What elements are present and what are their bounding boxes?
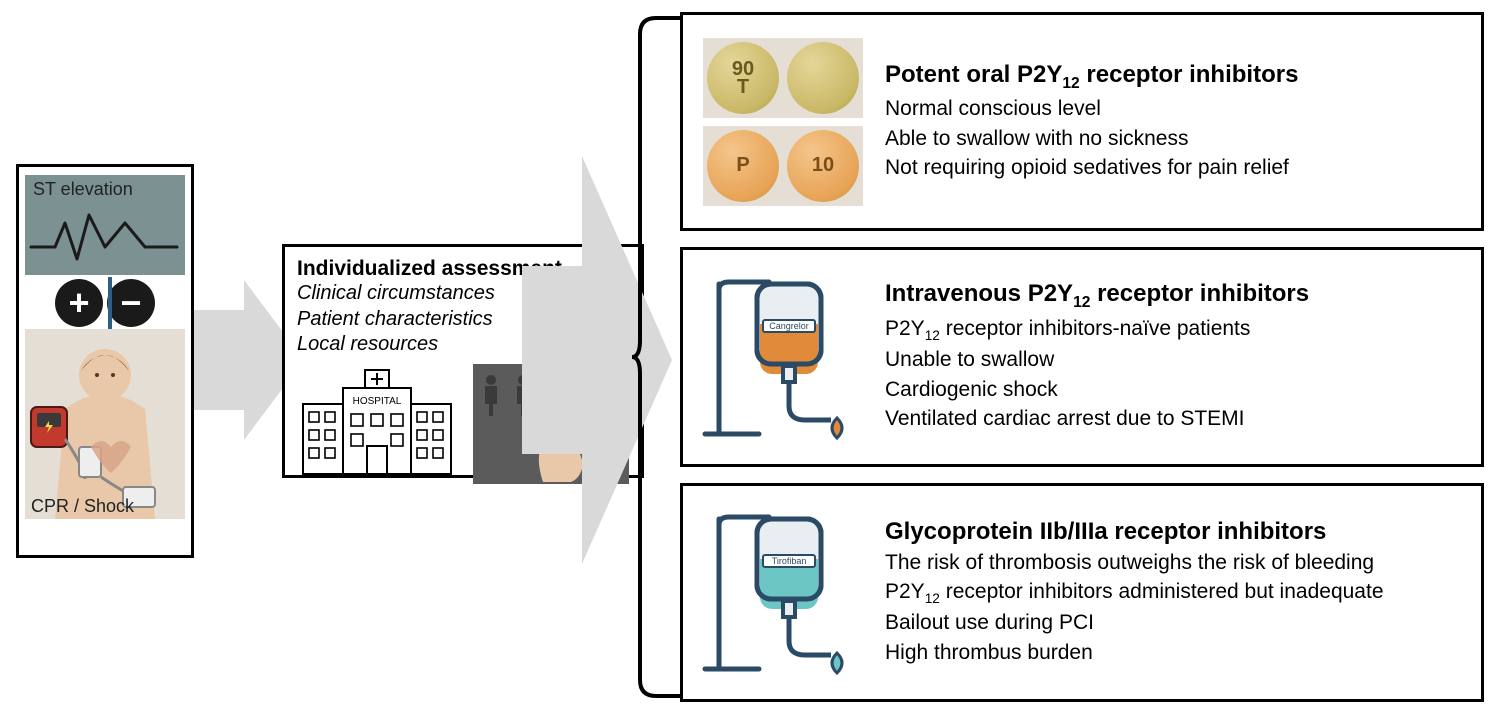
- option-iv-line-2: Cardiogenic shock: [885, 375, 1465, 404]
- pill-10: 10: [787, 130, 859, 202]
- ecg-panel: ST elevation: [25, 175, 185, 275]
- plus-icon: +: [55, 279, 103, 327]
- hospital-icon: HOSPITAL: [297, 364, 457, 484]
- hospital-label: HOSPITAL: [353, 396, 402, 407]
- stage2-line-0: Clinical circumstances: [297, 281, 629, 307]
- pills-icon: 90 T P 10: [699, 37, 867, 207]
- patient-icon: [25, 329, 185, 519]
- svg-text:Cangrelor: Cangrelor: [769, 321, 809, 331]
- option-gp-line-1: P2Y12 receptor inhibitors administered b…: [885, 577, 1465, 608]
- option-iv-line-3: Ventilated cardiac arrest due to STEMI: [885, 404, 1465, 433]
- hand-pick-icon: [473, 364, 629, 484]
- svg-text:Tirofiban: Tirofiban: [772, 556, 807, 566]
- patient-panel: CPR / Shock: [25, 329, 185, 519]
- iv-cangrelor-icon: Cangrelor: [699, 272, 867, 442]
- ecg-trace-icon: [25, 175, 185, 275]
- stage2-line-1: Patient characteristics: [297, 307, 629, 333]
- option-gp-line-2: Bailout use during PCI: [885, 608, 1465, 637]
- stage1-box: ST elevation + −: [16, 164, 194, 558]
- pill-90t: 90 T: [707, 42, 779, 114]
- options-column: 90 T P 10 Potent oral P2Y12 receptor inh…: [680, 12, 1484, 702]
- option-gp: Tirofiban Glycoprotein IIb/IIIa receptor…: [680, 483, 1484, 702]
- iv-tirofiban-icon: Tirofiban: [699, 507, 867, 677]
- minus-icon: −: [107, 279, 155, 327]
- option-gp-line-0: The risk of thrombosis outweighs the ris…: [885, 548, 1465, 577]
- option-gp-title: Glycoprotein IIb/IIIa receptor inhibitor…: [885, 518, 1465, 546]
- pill-blank-yellow: [787, 42, 859, 114]
- option-iv: Cangrelor Intravenous P2Y12 receptor inh…: [680, 247, 1484, 466]
- option-oral-line-2: Not requiring opioid sedatives for pain …: [885, 153, 1465, 182]
- option-oral-line-0: Normal conscious level: [885, 94, 1465, 123]
- plus-minus-row: + −: [25, 279, 185, 327]
- stage2-line-2: Local resources: [297, 332, 629, 358]
- option-oral-title: Potent oral P2Y12 receptor inhibitors: [885, 61, 1465, 93]
- option-iv-line-1: Unable to swallow: [885, 345, 1465, 374]
- pill-p: P: [707, 130, 779, 202]
- option-oral: 90 T P 10 Potent oral P2Y12 receptor inh…: [680, 12, 1484, 231]
- stage2-title: Individualized assessment: [297, 257, 629, 281]
- option-iv-line-0: P2Y12 receptor inhibitors-naïve patients: [885, 314, 1465, 345]
- stage2-box: Individualized assessment Clinical circu…: [282, 244, 644, 478]
- option-iv-title: Intravenous P2Y12 receptor inhibitors: [885, 280, 1465, 312]
- option-oral-line-1: Able to swallow with no sickness: [885, 124, 1465, 153]
- option-gp-line-3: High thrombus burden: [885, 638, 1465, 667]
- cpr-label: CPR / Shock: [31, 496, 134, 517]
